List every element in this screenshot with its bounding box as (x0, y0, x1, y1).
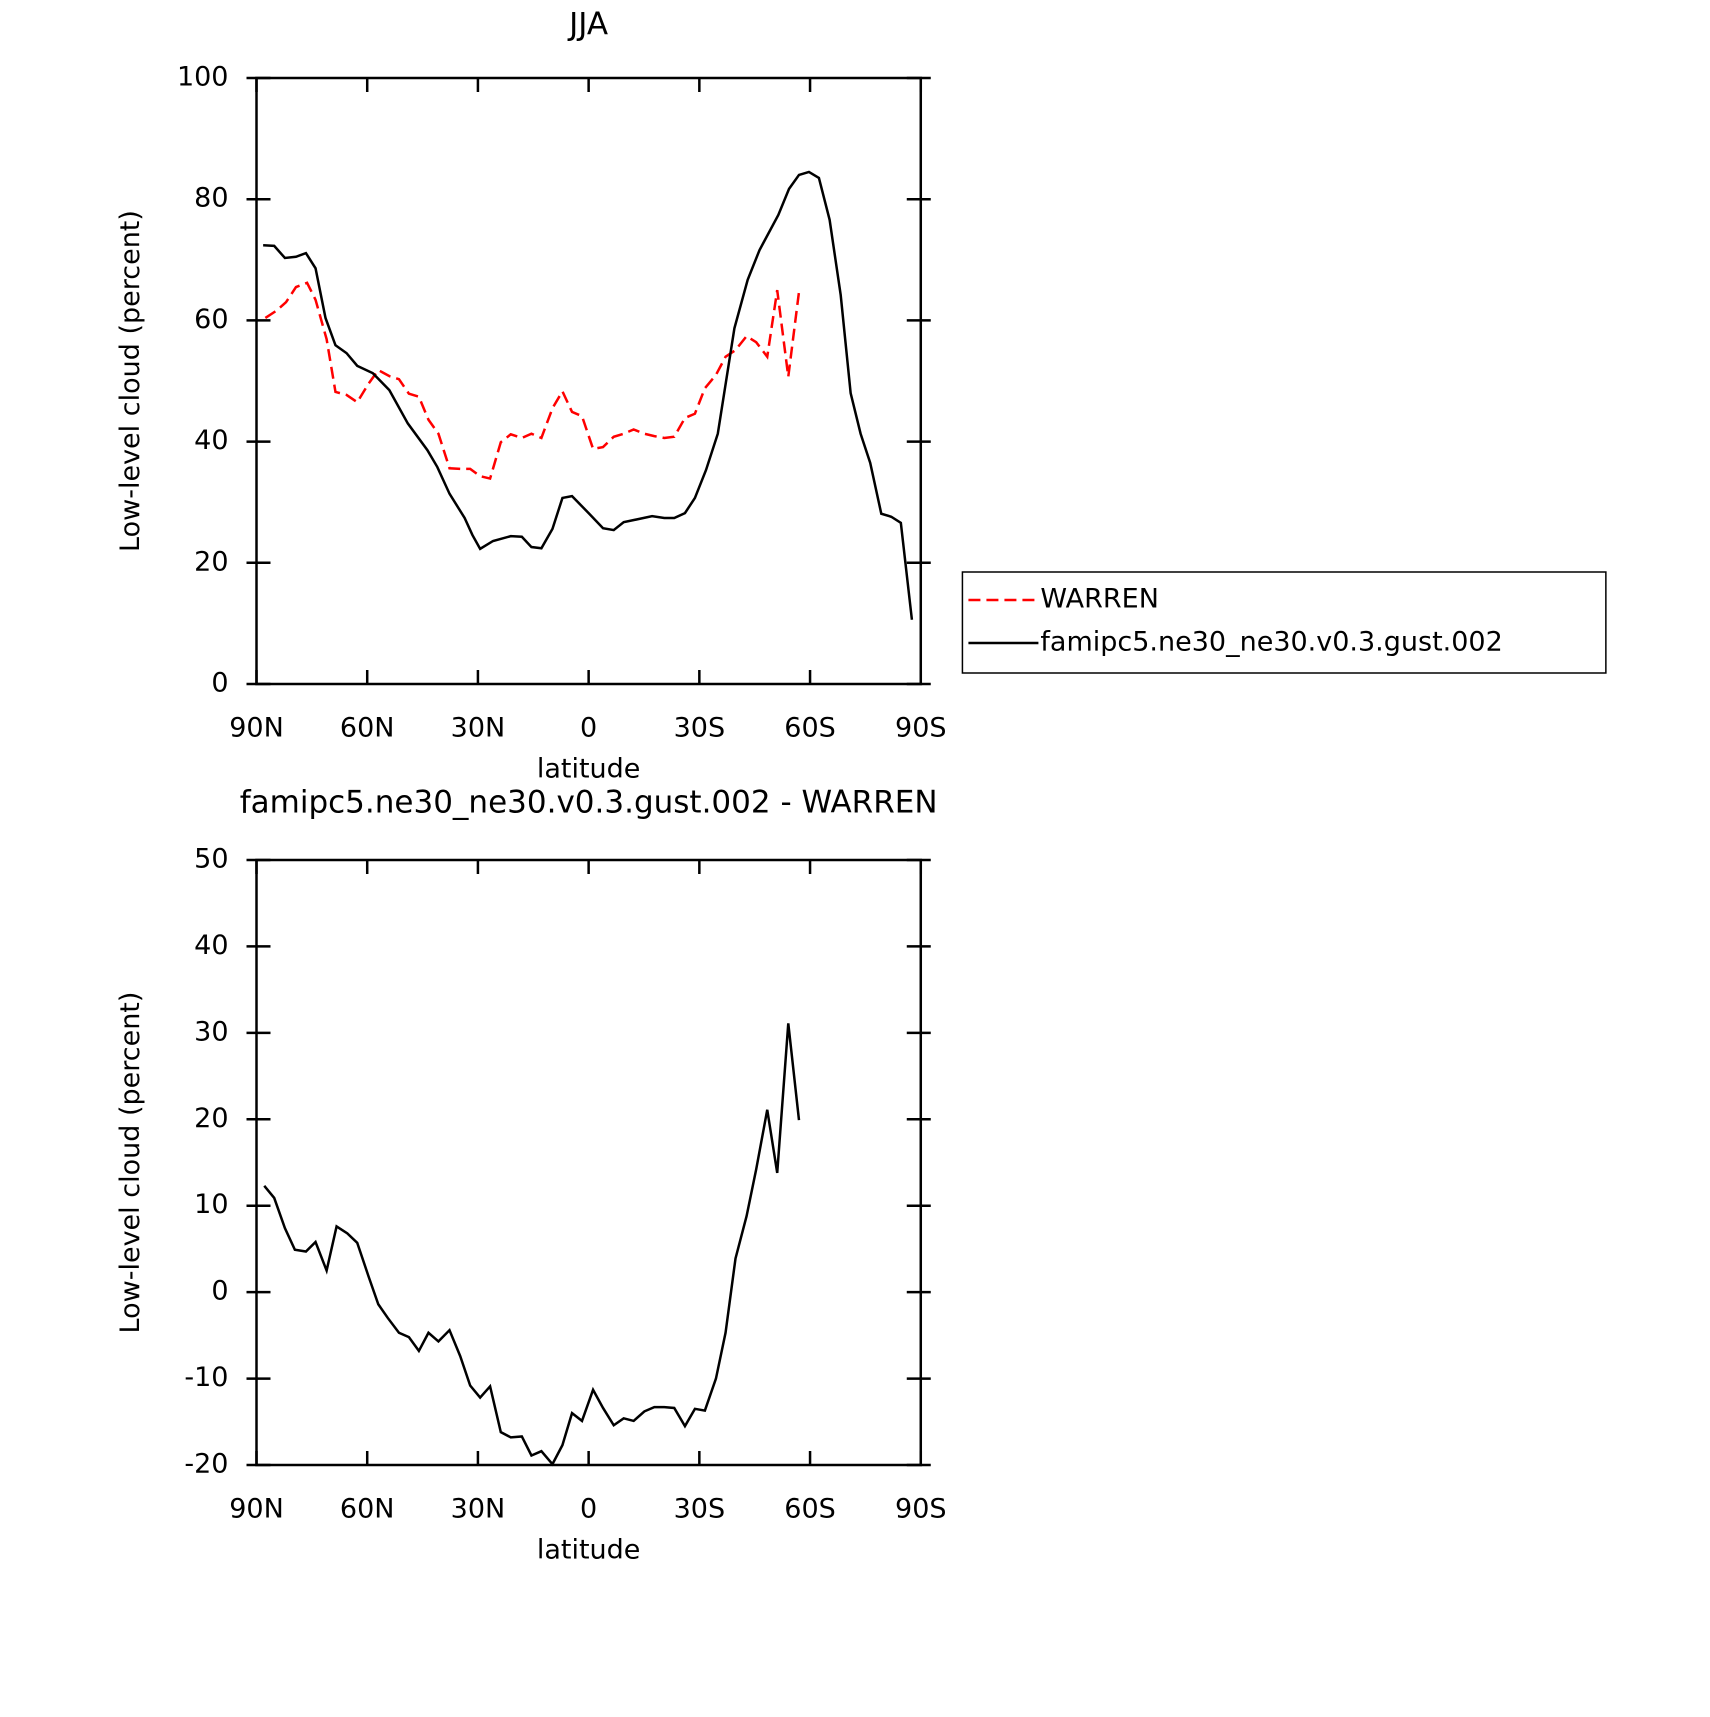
y-tick-label: 40 (194, 930, 228, 961)
data-line (263, 170, 914, 620)
x-axis-label: latitude (537, 1535, 641, 1566)
chart-title: JJA (567, 7, 608, 43)
x-tick-label: 60S (784, 713, 836, 744)
x-tick-label: 30S (674, 1494, 726, 1525)
y-tick-label: 40 (194, 425, 228, 456)
x-axis-label: latitude (537, 754, 641, 785)
legend-box (961, 571, 1607, 674)
legend-label: famipc5.ne30_ne30.v0.3.gust.002 (1040, 627, 1502, 658)
y-tick-label: 0 (211, 1276, 228, 1307)
x-tick-label: 30N (451, 1494, 506, 1525)
y-tick-label: 60 (194, 304, 228, 335)
y-tick-label: -10 (184, 1362, 228, 1393)
y-tick-label: 100 (177, 62, 229, 93)
y-tick-label: 20 (194, 546, 228, 577)
x-tick-label: 0 (580, 1494, 597, 1525)
legend-label: WARREN (1040, 584, 1158, 615)
plot-frame (255, 76, 923, 686)
data-line (263, 1023, 801, 1467)
x-tick-label: 60S (784, 1494, 836, 1525)
x-tick-label: 90S (895, 1494, 947, 1525)
x-tick-label: 60N (340, 713, 395, 744)
y-tick-label: 0 (211, 668, 228, 699)
y-axis-label: Low-level cloud (percent) (115, 992, 146, 1334)
x-tick-label: 0 (580, 713, 597, 744)
x-tick-label: 90N (229, 713, 284, 744)
y-tick-label: 20 (194, 1103, 228, 1134)
x-tick-label: 90N (229, 1494, 284, 1525)
x-tick-label: 30S (674, 713, 726, 744)
y-axis-label: Low-level cloud (percent) (115, 210, 146, 552)
chart-title: famipc5.ne30_ne30.v0.3.gust.002 - WARREN (240, 785, 938, 821)
x-tick-label: 60N (340, 1494, 395, 1525)
data-line (264, 281, 801, 481)
y-tick-label: 50 (194, 844, 228, 875)
y-tick-label: -20 (184, 1449, 228, 1480)
x-tick-label: 90S (895, 713, 947, 744)
plot-frame (255, 858, 923, 1467)
y-tick-label: 80 (194, 183, 228, 214)
y-tick-label: 10 (194, 1189, 228, 1220)
y-tick-label: 30 (194, 1016, 228, 1047)
x-tick-label: 30N (451, 713, 506, 744)
